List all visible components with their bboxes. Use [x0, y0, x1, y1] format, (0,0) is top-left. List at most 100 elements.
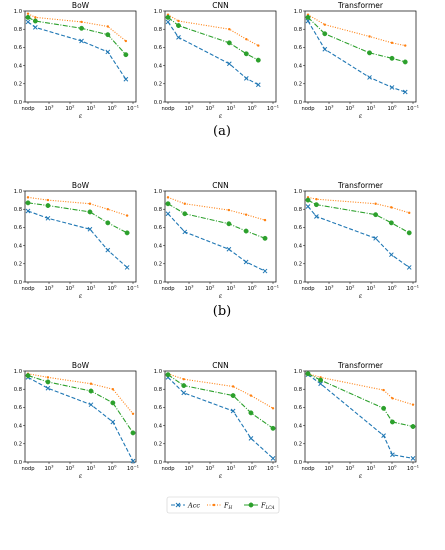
- data-point: [249, 394, 253, 397]
- chart-title: Transformer: [337, 1, 384, 10]
- data-point: [255, 57, 261, 63]
- series-f-lca: [25, 200, 130, 236]
- y-tick-label: 0.0: [154, 280, 162, 286]
- data-point: [318, 377, 324, 383]
- y-tick-label: 0.2: [154, 262, 162, 268]
- data-point: [105, 247, 111, 253]
- x-axis-label: ε: [219, 473, 222, 480]
- series-line: [167, 213, 266, 272]
- data-point: [25, 208, 31, 214]
- series-f-h: [166, 196, 267, 222]
- data-point: [305, 14, 311, 20]
- series-f-lca: [305, 371, 416, 429]
- data-point: [243, 259, 249, 265]
- data-point: [181, 390, 187, 396]
- plot-frame: [24, 190, 137, 283]
- data-point: [408, 211, 411, 215]
- data-point: [45, 215, 51, 221]
- data-point: [26, 12, 30, 15]
- legend-marker: [175, 502, 181, 508]
- series-acc: [165, 211, 268, 274]
- y-tick-label: 0.6: [154, 225, 162, 231]
- y-tick-label: 0.2: [294, 262, 302, 268]
- series-acc: [165, 19, 261, 88]
- data-point: [390, 41, 394, 45]
- y-tick-label: 0.6: [294, 225, 302, 231]
- data-point: [45, 385, 51, 391]
- data-point: [270, 456, 276, 461]
- data-point: [374, 202, 377, 205]
- chart-c-bow: 0.0 0.2 0.4 0.6 0.8 1.0 nodp 103 102 101 100 10−1 Bo…: [14, 361, 140, 480]
- data-point: [373, 235, 378, 241]
- x-tick-label: 102: [65, 464, 75, 472]
- data-point: [165, 14, 171, 20]
- data-point: [106, 208, 110, 211]
- data-point: [226, 221, 232, 227]
- data-point: [88, 202, 92, 205]
- y-tick-label: 0.2: [14, 262, 22, 268]
- x-tick-label: 10−1: [267, 464, 280, 472]
- x-tick-label: 100: [107, 284, 117, 292]
- chart-title: CNN: [212, 361, 228, 370]
- data-point: [79, 38, 84, 44]
- data-point: [88, 388, 94, 394]
- x-tick-label: nodp: [21, 466, 35, 472]
- x-tick-label: 10−1: [127, 104, 140, 112]
- x-tick-label: 101: [366, 104, 376, 112]
- data-point: [226, 40, 232, 46]
- data-point: [106, 25, 110, 28]
- data-point: [270, 425, 276, 431]
- chart-b-cnn: 0.0 0.2 0.4 0.6 0.8 1.0 nodp 103 102 101 100 10−1 CN…: [154, 181, 280, 300]
- series-line: [167, 203, 266, 239]
- x-tick-label: 101: [86, 464, 96, 472]
- plot-frame: [164, 370, 277, 463]
- data-point: [410, 424, 416, 429]
- y-tick-label: 0.0: [14, 460, 22, 466]
- data-point: [367, 50, 372, 56]
- x-tick-label: 100: [107, 104, 117, 112]
- y-tick-label: 0.2: [154, 442, 162, 448]
- series-acc: [25, 208, 130, 270]
- series-acc: [305, 372, 416, 461]
- y-tick-label: 0.0: [14, 280, 22, 286]
- chart-title: BoW: [72, 181, 90, 190]
- series-line: [307, 373, 414, 406]
- data-point: [87, 209, 93, 215]
- data-point: [227, 208, 231, 212]
- series-line: [167, 14, 259, 47]
- figure-caption: (a): [213, 124, 231, 139]
- plot-frame: [164, 190, 277, 283]
- data-point: [373, 212, 379, 218]
- x-tick-label: 100: [247, 464, 257, 472]
- y-tick-label: 1.0: [14, 189, 22, 195]
- y-tick-label: 0.4: [14, 423, 23, 429]
- data-point: [389, 55, 395, 61]
- legend-item-f-h: FH: [207, 501, 233, 510]
- series-acc: [25, 19, 129, 82]
- chart-c-transformer: 0.0 0.2 0.4 0.6 0.8 1.0 nodp 103 102 101 100 10−1 Tr…: [294, 361, 420, 480]
- data-point: [410, 456, 416, 461]
- x-tick-label: 100: [387, 104, 397, 112]
- y-tick-label: 0.4: [14, 63, 23, 69]
- data-point: [262, 235, 268, 241]
- series-line: [27, 202, 128, 234]
- data-point: [88, 402, 94, 408]
- x-axis-label: ε: [219, 113, 222, 120]
- data-point: [245, 38, 248, 41]
- series-f-lca: [165, 201, 268, 241]
- x-tick-label: 10−1: [127, 284, 140, 292]
- series-f-lca: [305, 197, 412, 236]
- data-point: [181, 383, 187, 389]
- legend-box: [166, 496, 280, 514]
- data-point: [32, 18, 38, 24]
- data-point: [87, 226, 93, 232]
- data-point: [130, 430, 136, 436]
- y-tick-label: 0.4: [154, 423, 163, 429]
- x-tick-label: 101: [366, 464, 376, 472]
- data-point: [389, 419, 395, 425]
- series-line: [167, 196, 266, 221]
- y-tick-label: 0.6: [154, 405, 162, 411]
- legend-marker: [212, 503, 216, 507]
- y-tick-label: 0.2: [14, 442, 22, 448]
- chart-b-transformer: 0.0 0.2 0.4 0.6 0.8 1.0 nodp 103 102 101 100 10−1 Tr…: [294, 181, 420, 300]
